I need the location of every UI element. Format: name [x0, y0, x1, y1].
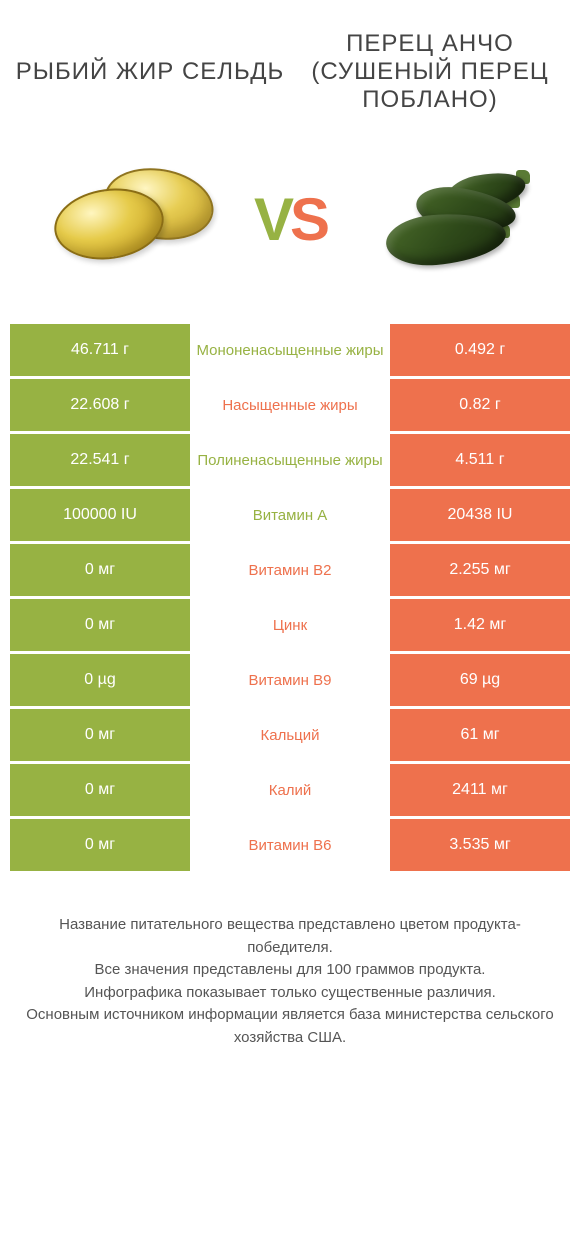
footer-line: Основным источником информации является … [20, 1004, 560, 1049]
comparison-table: 46.711 гМононенасыщенные жиры0.492 г22.6… [10, 324, 570, 874]
right-value-cell: 2411 мг [390, 764, 570, 816]
left-value-cell: 100000 IU [10, 489, 190, 541]
right-value-cell: 1.42 мг [390, 599, 570, 651]
right-value-cell: 0.492 г [390, 324, 570, 376]
right-value-cell: 61 мг [390, 709, 570, 761]
nutrient-label-cell: Витамин A [190, 489, 390, 541]
nutrient-label-cell: Полиненасыщенные жиры [190, 434, 390, 486]
right-value-cell: 3.535 мг [390, 819, 570, 871]
table-row: 0 мгКальций61 мг [10, 709, 570, 764]
vs-v-char: V [254, 185, 290, 254]
table-row: 0 мгВитамин B22.255 мг [10, 544, 570, 599]
right-product-title: ПЕРЕЦ АНЧО (СУШЕНЫЙ ПЕРЕЦ ПОБЛАНО) [290, 30, 570, 114]
nutrient-label-cell: Витамин B9 [190, 654, 390, 706]
table-row: 0 мгЦинк1.42 мг [10, 599, 570, 654]
vs-s-char: S [290, 185, 326, 254]
nutrient-label-cell: Витамин B2 [190, 544, 390, 596]
left-product-image [10, 144, 249, 294]
nutrient-label-cell: Мононенасыщенные жиры [190, 324, 390, 376]
table-row: 0 мгКалий2411 мг [10, 764, 570, 819]
footer-line: Название питательного вещества представл… [20, 914, 560, 959]
nutrient-label-cell: Калий [190, 764, 390, 816]
nutrient-label-cell: Цинк [190, 599, 390, 651]
right-value-cell: 2.255 мг [390, 544, 570, 596]
vs-row: VS [0, 124, 580, 324]
footer-line: Инфографика показывает только существенн… [20, 982, 560, 1005]
right-value-cell: 0.82 г [390, 379, 570, 431]
footer-notes: Название питательного вещества представл… [0, 914, 580, 1049]
nutrient-label-cell: Витамин B6 [190, 819, 390, 871]
table-row: 22.608 гНасыщенные жиры0.82 г [10, 379, 570, 434]
right-value-cell: 20438 IU [390, 489, 570, 541]
left-value-cell: 22.608 г [10, 379, 190, 431]
right-product-image [331, 144, 570, 294]
table-row: 22.541 гПолиненасыщенные жиры4.511 г [10, 434, 570, 489]
table-row: 0 µgВитамин B969 µg [10, 654, 570, 709]
left-product-title: РЫБИЙ ЖИР СЕЛЬДЬ [10, 30, 290, 114]
right-value-cell: 69 µg [390, 654, 570, 706]
left-value-cell: 0 мг [10, 819, 190, 871]
table-row: 46.711 гМононенасыщенные жиры0.492 г [10, 324, 570, 379]
left-value-cell: 0 µg [10, 654, 190, 706]
table-row: 100000 IUВитамин A20438 IU [10, 489, 570, 544]
left-value-cell: 22.541 г [10, 434, 190, 486]
vs-label: VS [254, 185, 326, 254]
left-value-cell: 0 мг [10, 764, 190, 816]
table-row: 0 мгВитамин B63.535 мг [10, 819, 570, 874]
nutrient-label-cell: Кальций [190, 709, 390, 761]
left-value-cell: 0 мг [10, 544, 190, 596]
left-value-cell: 0 мг [10, 599, 190, 651]
header-row: РЫБИЙ ЖИР СЕЛЬДЬ ПЕРЕЦ АНЧО (СУШЕНЫЙ ПЕР… [0, 0, 580, 124]
right-value-cell: 4.511 г [390, 434, 570, 486]
pepper-icon [366, 164, 536, 274]
left-value-cell: 46.711 г [10, 324, 190, 376]
fish-oil-icon [44, 159, 214, 279]
nutrient-label-cell: Насыщенные жиры [190, 379, 390, 431]
left-value-cell: 0 мг [10, 709, 190, 761]
footer-line: Все значения представлены для 100 граммо… [20, 959, 560, 982]
